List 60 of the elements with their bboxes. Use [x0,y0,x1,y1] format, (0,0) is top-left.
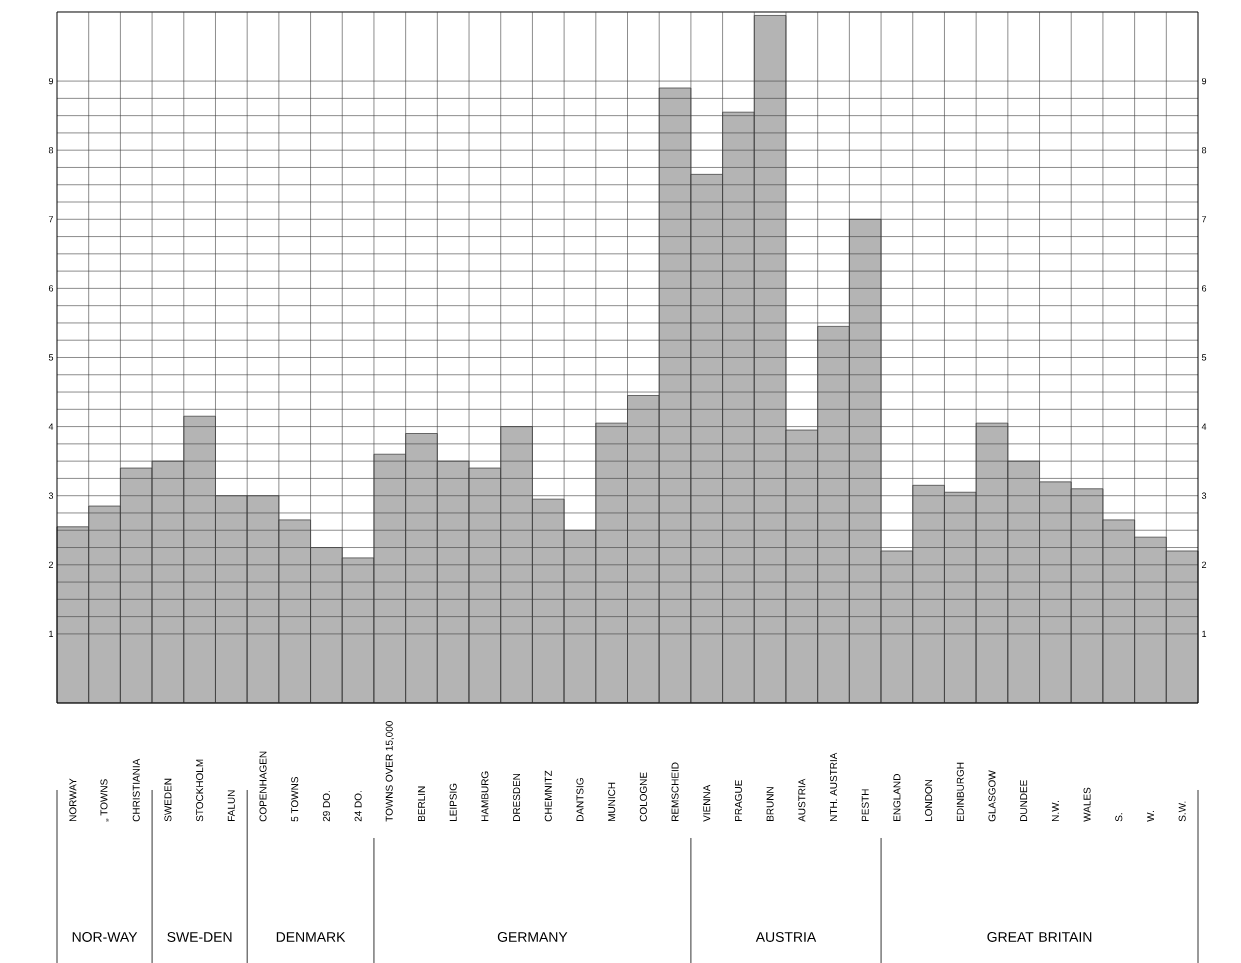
y2-tick-label: 8 [1201,146,1207,154]
x-tick-label: 29 DO. [322,790,330,822]
x-tick-label: W. [1147,810,1154,822]
x-tick-label: 24 DO. [354,790,362,822]
y-tick-label: 4 [48,423,54,430]
x-tick-label: SWEDEN [164,778,172,822]
y-tick-label: 3 [48,492,54,499]
x-tick-label: LONDON [925,779,933,821]
x-tick-label: PRAGUE [734,779,742,821]
text: SWE-DEN [167,931,232,942]
text: AUSTRIA [755,931,817,942]
x-tick-label: COPENHAGEN [259,751,267,822]
y2-tick-label: 3 [1201,492,1207,499]
y2-tick-label: 2 [1202,561,1207,568]
text: GREAT BRITAIN [987,931,1092,942]
text: GERMANY [497,931,568,942]
x-tick-label: BRUNN [766,786,774,821]
x-tick-label: WALES [1083,787,1091,822]
x-tick-label: MUNICH [608,782,616,821]
x-tick-label: HAMBURG [481,771,489,821]
x-tick-label: LEIPSIG [449,783,457,821]
x-tick-label: ENGLAND [893,773,901,821]
x-tick-label: N.W. [1051,800,1059,821]
x-tick-label: S.W. [1178,801,1186,822]
x-tick-label: TOWNS OVER 15,000 [385,720,394,822]
x-tick-label: NTH. AUSTRIA [830,752,838,821]
y-tick-label: 8 [48,146,54,154]
y-tick-label: 5 [48,354,54,361]
x-tick-label: „ TOWNS [100,779,109,822]
x-tick-label: AUSTRIA [798,778,806,822]
y2-tick-label: 9 [1201,77,1207,85]
x-tick-label: NORWAY [69,778,77,821]
x-tick-label: FALUN [227,790,235,821]
y2-tick-label: 1 [1202,630,1207,637]
x-tick-label: COLOGNE [639,772,647,822]
x-tick-label: GLASGOW [988,770,996,822]
y-tick-label: 7 [48,216,54,223]
text: DENMARK [276,932,346,942]
y2-tick-label: 6 [1202,285,1207,292]
x-tick-label: DANTSIG [576,778,584,821]
x-tick-label: REMSCHEID [671,762,679,821]
y2-tick-label: 7 [1202,216,1207,223]
y2-tick-label: 5 [1201,354,1207,361]
x-tick-label: 5 TOWNS [291,776,299,822]
x-tick-label: BERLIN [418,786,425,821]
x-tick-label: S. [1115,813,1123,822]
y-tick-label: 6 [48,285,54,292]
y-tick-label: 9 [48,77,54,85]
y-tick-label: 1 [49,630,54,637]
x-tick-label: DUNDEE [1020,779,1028,821]
x-tick-label: DRESDEN [513,773,521,821]
x-tick-label: VIENNA [703,784,711,822]
x-tick-label: EDINBURGH [956,762,964,821]
x-tick-label: PESTH [861,789,869,821]
x-tick-label: CHRISTIANIA [132,758,140,822]
x-tick-label: STOCKHOLM [196,759,204,822]
y-tick-label: 2 [48,561,54,568]
x-tick-label: CHEMNITZ [544,770,552,822]
y2-tick-label: 4 [1201,423,1207,430]
text: NOR-WAY [72,931,138,942]
